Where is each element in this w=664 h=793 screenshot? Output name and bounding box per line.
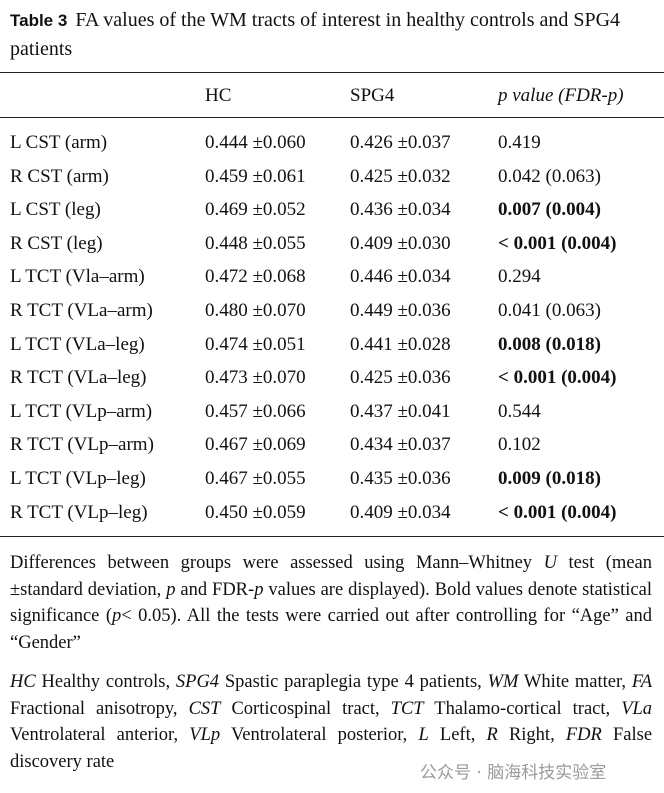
row-label: L CST (leg) (10, 199, 101, 221)
abbreviation: SPG4 (175, 672, 220, 692)
table-cell: 0.042 (0.063) (498, 165, 601, 187)
table-cell: 0.474 ±0.051 (205, 333, 306, 355)
table-cell: 0.409 ±0.034 (350, 501, 451, 523)
table-note: Differences between groups were assessed… (10, 550, 652, 656)
table-cell: 0.450 ±0.059 (205, 501, 306, 523)
row-label: R TCT (VLa–leg) (10, 367, 147, 389)
watermark: 公众号 · 脑海科技实验室 (420, 763, 607, 783)
table-title: Table 3 FA values of the WM tracts of int… (10, 6, 654, 64)
row-label: R CST (arm) (10, 165, 109, 187)
note-text: p (254, 579, 264, 600)
note-text: p (112, 606, 122, 626)
table-cell: 0.467 ±0.055 (205, 468, 306, 489)
table-cell: 0.437 ±0.041 (350, 400, 451, 422)
table-cell: < 0.001 (0.004) (498, 501, 617, 523)
note-text: < 0.05). All the tests were carried out … (10, 606, 652, 653)
row-label: L TCT (Vla–arm) (10, 266, 145, 288)
definition: Ventrolateral anterior, (10, 725, 179, 745)
table-cell: 0.448 ±0.055 (205, 232, 306, 254)
note-text: and FDR- (175, 579, 255, 600)
definition: Ventrolateral posterior, (230, 725, 408, 745)
table-cell: 0.102 (498, 434, 541, 456)
row-label: R TCT (VLp–arm) (10, 434, 154, 456)
abbreviation: CST (188, 698, 221, 719)
table-cell: 0.425 ±0.032 (350, 165, 451, 187)
table-cell: 0.444 ±0.060 (205, 132, 306, 153)
table-cell: 0.409 ±0.030 (350, 232, 451, 254)
bottom-rule (0, 536, 664, 537)
table-cell: 0.426 ±0.037 (350, 132, 451, 153)
column-header: HC (205, 85, 232, 106)
definition: Left, (439, 725, 476, 745)
abbreviation: VLp (189, 725, 221, 745)
row-label: R TCT (VLp–leg) (10, 501, 148, 523)
definition: White matter, (523, 672, 627, 692)
abbreviations: HC Healthy controls, SPG4 Spastic parapl… (10, 669, 652, 775)
abbreviation: FDR (565, 725, 602, 745)
abbreviation: TCT (390, 698, 424, 719)
table-cell: 0.041 (0.063) (498, 300, 601, 321)
abbreviation: WM (487, 672, 519, 692)
note-text: p (166, 579, 176, 600)
definition: Healthy controls, (41, 672, 171, 692)
table-cell: 0.472 ±0.068 (205, 266, 306, 288)
table-cell: 0.457 ±0.066 (205, 400, 306, 422)
table-cell: 0.544 (498, 400, 541, 422)
note-text: U (543, 553, 557, 573)
table-cell: 0.467 ±0.069 (205, 434, 306, 456)
row-label: L TCT (VLp–leg) (10, 468, 146, 489)
table-cell: 0.480 ±0.070 (205, 300, 306, 321)
abbreviation: R (486, 725, 498, 745)
table-cell: < 0.001 (0.004) (498, 367, 617, 389)
table-number: Table 3 (10, 11, 68, 30)
note-text: Differences between groups were assessed… (10, 553, 544, 573)
table-cell: 0.469 ±0.052 (205, 199, 306, 221)
definition: Spastic paraplegia type 4 patients, (224, 672, 482, 692)
table-cell: 0.473 ±0.070 (205, 367, 306, 389)
note-text: values are displayed). Bold values denot… (10, 579, 652, 627)
note-text: test (mean ±standard deviation, (10, 553, 652, 600)
table-cell: 0.007 (0.004) (498, 199, 601, 221)
row-label: L TCT (VLp–arm) (10, 400, 153, 422)
definition: False discovery rate (10, 725, 653, 772)
table-cell: 0.294 (498, 266, 541, 288)
row-label: L TCT (VLa–leg) (10, 333, 145, 355)
abbreviation: VLa (621, 698, 653, 719)
table-cell: 0.436 ±0.034 (350, 199, 451, 221)
table-cell: 0.419 (498, 132, 541, 153)
abbreviation: HC (10, 672, 36, 692)
column-header: p value (FDR-p) (498, 85, 624, 106)
table-cell: 0.425 ±0.036 (350, 367, 451, 389)
definition: Thalamo-cortical tract, (434, 698, 611, 719)
table-cell: 0.434 ±0.037 (350, 434, 451, 456)
table-cell: 0.441 ±0.028 (350, 333, 451, 355)
definition: Right, (508, 725, 555, 745)
table-cell: 0.009 (0.018) (498, 468, 601, 489)
header-rule (0, 117, 664, 118)
table-cell: 0.446 ±0.034 (350, 266, 451, 288)
column-header: SPG4 (350, 85, 395, 106)
abbreviation: FA (631, 672, 653, 692)
abbreviation: L (418, 725, 429, 745)
table-cell: 0.449 ±0.036 (350, 300, 451, 321)
definition: Fractional anisotropy, (10, 698, 178, 719)
row-label: R TCT (VLa–arm) (10, 300, 153, 321)
top-rule (0, 72, 664, 73)
title-text: FA values of the WM tracts of interest i… (10, 9, 621, 60)
table-cell: < 0.001 (0.004) (498, 232, 617, 254)
row-label: L CST (arm) (10, 132, 108, 153)
row-label: R CST (leg) (10, 232, 103, 254)
definition: Corticospinal tract, (231, 698, 380, 719)
table-cell: 0.008 (0.018) (498, 333, 601, 355)
table-cell: 0.435 ±0.036 (350, 468, 451, 489)
table-cell: 0.459 ±0.061 (205, 165, 306, 187)
